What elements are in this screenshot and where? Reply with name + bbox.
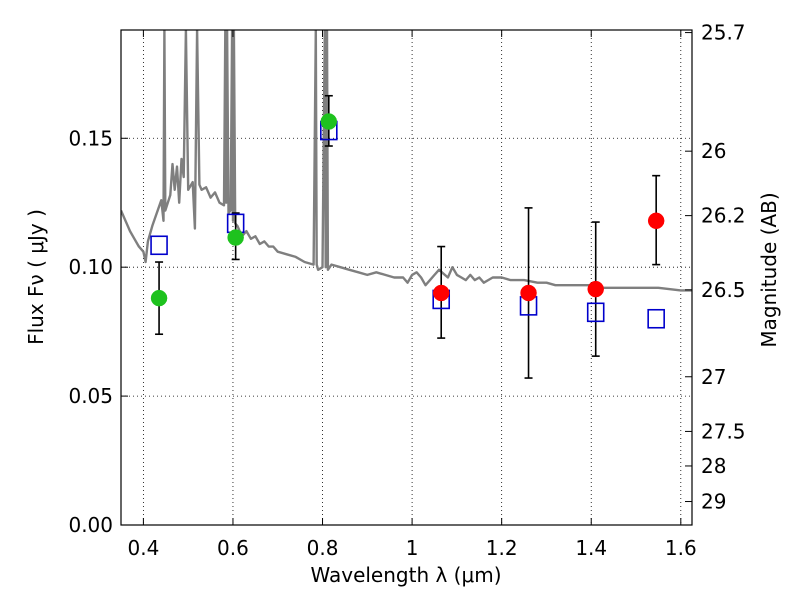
model-spectrum [121,30,692,292]
y-tick-label: 0.05 [68,384,113,408]
x-tick-label: 1.6 [665,536,697,560]
x-tick-label: 1.2 [486,536,518,560]
model-square-point [150,235,168,256]
y2-tick-label: 25.7 [701,21,746,45]
y2-tick-label: 29 [701,490,726,514]
y2-tick-label: 26 [701,139,726,163]
x-axis-label: Wavelength λ (μm) [310,563,501,587]
y-tick-label: 0.10 [68,255,113,279]
y2-tick-label: 26.5 [701,278,746,302]
y2-tick-label: 27.5 [701,419,746,443]
green-data-point [320,113,338,130]
red-data-point [647,212,665,230]
x-tick-label: 1 [406,536,419,560]
y2-tick-label: 27 [701,365,726,389]
axis-ticks [121,30,692,526]
x-tick-label: 0.6 [217,536,249,560]
y-tick-label: 0.15 [68,126,113,150]
y2-axis-label: Magnitude (AB) [757,192,781,347]
x-tick-label: 1.4 [575,536,607,560]
model-square-point [586,302,605,323]
y-axis-label: Flux Fν ( μJy ) [24,209,48,345]
observed-photometry-points [150,113,665,307]
red-data-point [520,284,537,302]
red-data-point [432,284,450,302]
y2-tick-label: 26.2 [701,204,746,228]
model-square-point [647,308,665,329]
x-tick-label: 0.4 [127,536,159,560]
grid-lines [121,30,692,526]
y-tick-label: 0.00 [68,513,113,537]
spectrum-line [121,30,692,292]
x-tick-label: 0.8 [307,536,339,560]
plot-frame [120,29,693,526]
tick-labels: 0.4 0.6 0.8 1 1.2 1.4 1.6 0.00 0.05 0.10 0.15 25.7 2… [68,21,745,560]
y2-tick-label: 28 [701,454,726,478]
red-data-point [587,280,604,298]
green-data-point [150,289,168,307]
green-data-point [227,229,244,246]
